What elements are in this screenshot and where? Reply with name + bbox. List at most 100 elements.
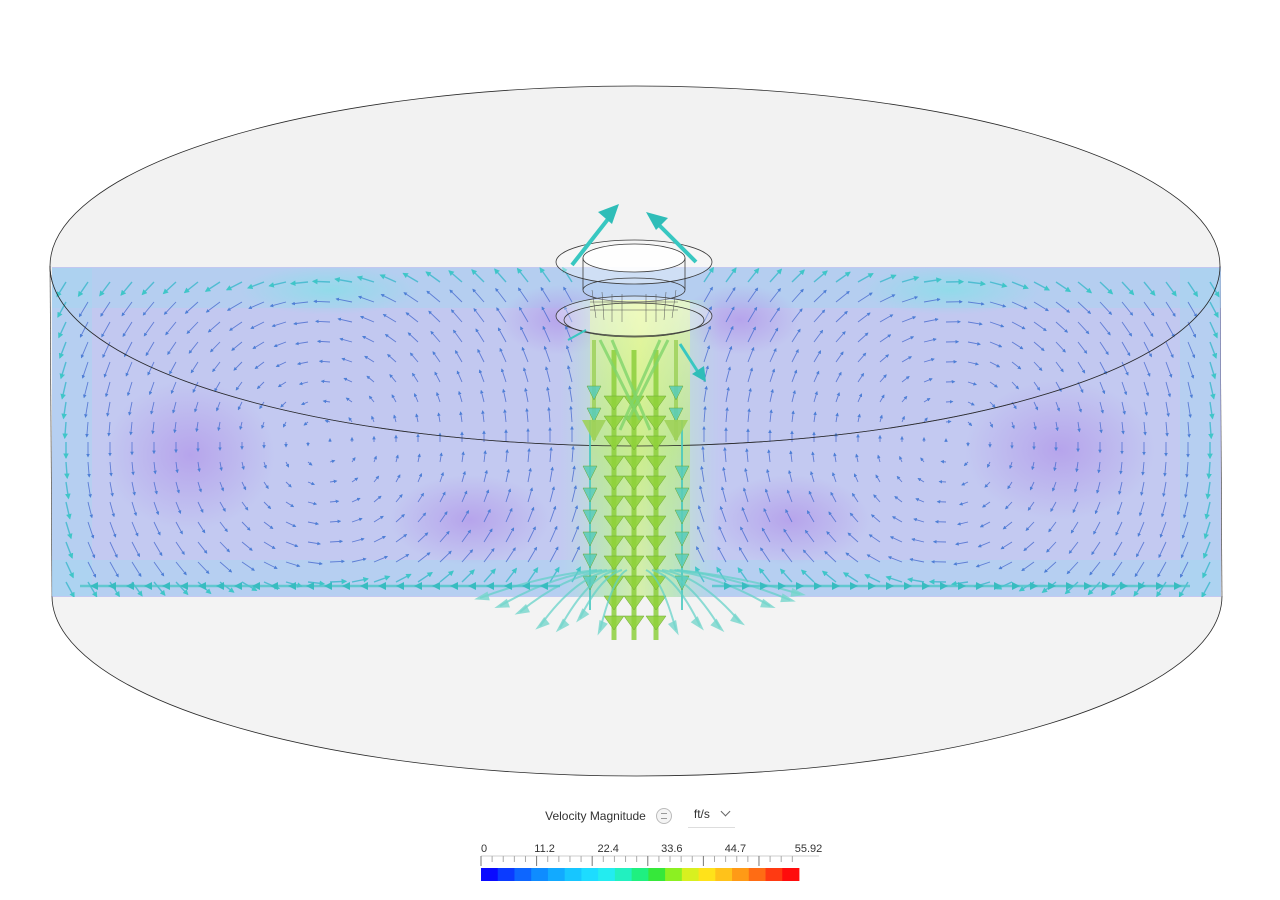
velocity-vector [857,273,874,283]
bottom-flow-arrowhead [832,582,840,590]
velocity-vector [813,270,828,283]
velocity-vector [1209,321,1218,339]
velocity-vector [571,546,580,563]
velocity-vector [373,455,377,463]
velocity-vector [1138,501,1145,517]
velocity-vector [1121,381,1128,396]
velocity-vector [153,581,166,596]
velocity-vector [703,325,712,343]
velocity-vector [1121,321,1133,337]
velocity-vector [285,561,301,568]
velocity-vector [1118,481,1123,495]
velocity-vector [58,321,67,339]
velocity-vector [448,270,463,283]
bottom-flow-arrowhead [1156,582,1164,590]
velocity-vector [853,473,859,483]
velocity-vector [516,267,529,283]
velocity-vector [307,501,318,506]
velocity-vector [1000,541,1013,550]
velocity-vector [738,546,749,563]
velocity-vector [395,454,399,463]
jet-velocity-arrows [80,204,1190,640]
spread-arrow-shaft [674,569,791,601]
velocity-vector [351,477,359,483]
velocity-vector [483,469,488,483]
colorbar-tick-label: 22.4 [597,843,618,855]
colorbar-cell [614,868,633,881]
velocity-vector [162,281,177,295]
velocity-vector [835,392,840,403]
velocity-vector [804,529,815,543]
velocity-vector [478,369,485,383]
velocity-vector [828,511,837,523]
velocity-vector [967,341,981,346]
velocity-vector [434,371,441,383]
velocity-vector [1023,541,1035,552]
velocity-vector [989,381,998,388]
bottom-flow-arrowhead [850,582,858,590]
velocity-vector [1099,361,1107,375]
velocity-vector [747,346,755,363]
velocity-vector [219,481,225,492]
velocity-vector [527,447,531,463]
jet-arrow-head [645,455,667,471]
velocity-vector [384,333,397,343]
velocity-vector [1033,401,1039,411]
velocity-vector [226,301,243,311]
jet-arrow-head [645,415,667,431]
colorbar-tick-label: 11.2 [534,843,555,855]
velocity-vector [175,501,182,515]
velocity-vector [1121,341,1131,357]
velocity-vector [989,361,1001,368]
unit-dropdown[interactable]: ft/s [687,805,735,828]
velocity-vector [1055,421,1059,432]
info-icon[interactable] [655,808,672,824]
velocity-vector [1136,541,1145,558]
velocity-vector [373,495,382,503]
bottom-flow-arrowhead [540,582,548,590]
velocity-vector [1202,541,1211,559]
velocity-vector [696,546,705,563]
velocity-vector [989,321,1005,328]
velocity-vector [879,334,892,343]
velocity-vector [901,415,905,423]
velocity-vector [967,301,985,306]
3d-viewport[interactable] [0,0,1280,790]
velocity-vector [1055,341,1066,353]
velocity-vector [263,481,269,490]
velocity-vector [1187,341,1196,359]
jet-arrow-head [674,465,690,481]
velocity-vector [901,395,908,403]
velocity-vector [1055,301,1071,313]
velocity-vector [461,451,465,463]
velocity-vector [175,561,187,576]
velocity-vector [832,472,837,483]
velocity-vector [109,501,116,518]
velocity-vector [722,466,727,483]
velocity-vector [83,381,89,399]
velocity-vector [329,539,344,544]
velocity-vector [197,521,206,534]
velocity-vector [131,481,136,496]
velocity-vector [957,521,969,526]
velocity-vector [913,518,925,523]
velocity-vector [1203,521,1211,540]
velocity-vector [56,281,67,298]
velocity-vector [131,461,135,476]
velocity-vector [835,371,842,383]
velocity-vector [571,465,576,483]
velocity-vector [911,537,925,543]
velocity-vector [65,561,74,579]
velocity-vector [151,421,155,435]
velocity-vector [786,489,793,503]
velocity-vector [84,401,89,418]
velocity-vector [1011,281,1029,290]
velocity-vector [1099,421,1103,434]
velocity-vector [791,288,804,303]
velocity-vector [1089,561,1101,576]
velocity-vector [449,289,463,303]
velocity-vector [461,490,468,503]
velocity-vector [291,301,309,306]
velocity-legend: Velocity Magnitude ft/s 0 11.2 22.4 33.6 44.… [440,798,840,894]
velocity-vector [851,492,859,503]
